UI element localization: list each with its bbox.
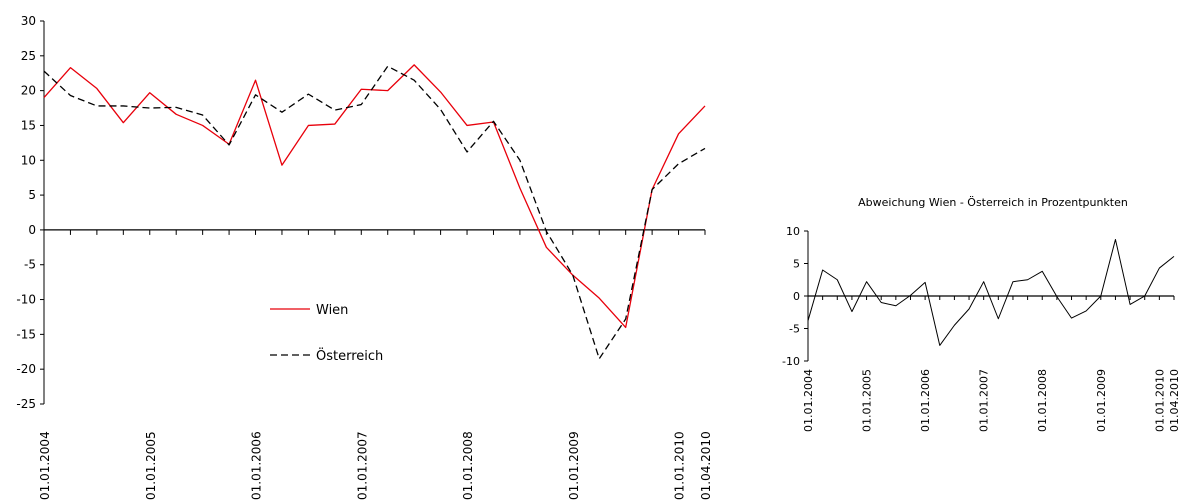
- x-tick-label: 01.01.2004: [802, 369, 815, 432]
- x-tick-label: 01.01.2008: [461, 431, 475, 500]
- x-tick-label: 01.01.2004: [38, 431, 52, 500]
- y-tick-label: 0: [28, 223, 36, 237]
- x-tick-label: 01.01.2005: [861, 369, 874, 432]
- main-line-chart: -25 -20 -15 -10 -5 0 5 10 15 20 25 30 01.01.2004 01.0…: [16, 14, 713, 500]
- x-tick-label: 01.01.2010: [673, 431, 687, 500]
- x-tick-label: 01.04.2010: [699, 431, 713, 500]
- y-tick-label: 30: [21, 14, 36, 28]
- deviation-chart-title: Abweichung Wien - Österreich in Prozentp…: [858, 196, 1128, 209]
- y-tick-label: 15: [21, 118, 36, 132]
- legend-label-1: Österreich: [316, 347, 383, 364]
- series-line-0: [43, 64, 706, 329]
- y-tick-label: 10: [786, 225, 800, 238]
- x-tick-label: 01.01.2007: [355, 431, 369, 500]
- y-tick-label: -5: [789, 323, 800, 336]
- x-tick-label: 01.01.2009: [1095, 369, 1108, 432]
- y-tick-label: 5: [28, 188, 36, 202]
- x-tick-label: 01.04.2010: [1168, 369, 1181, 432]
- y-tick-label: 0: [793, 290, 800, 303]
- y-tick-label: -10: [16, 293, 36, 307]
- x-tick-label: 01.01.2005: [144, 431, 158, 500]
- y-tick-label: 5: [793, 258, 800, 271]
- x-tick-label: 01.01.2008: [1036, 369, 1049, 432]
- y-tick-label: -15: [16, 327, 36, 341]
- x-tick-label: 01.01.2009: [567, 431, 581, 500]
- x-tick-label: 01.01.2006: [919, 369, 932, 432]
- series-line-0: [807, 238, 1175, 346]
- x-tick-label: 01.01.2007: [978, 369, 991, 432]
- y-tick-label: -20: [16, 362, 36, 376]
- x-tick-label: 01.01.2010: [1153, 369, 1166, 432]
- y-tick-label: 25: [21, 49, 36, 63]
- y-tick-label: 20: [21, 84, 36, 98]
- y-tick-label: -5: [24, 258, 36, 272]
- series-line-1: [43, 65, 706, 360]
- y-tick-label: 10: [21, 153, 36, 167]
- y-tick-label: -25: [16, 397, 36, 411]
- deviation-line-chart: Abweichung Wien - Österreich in Prozentp…: [782, 196, 1181, 432]
- x-tick-label: 01.01.2006: [250, 431, 264, 500]
- legend-label-0: Wien: [316, 303, 348, 318]
- y-tick-label: -10: [782, 355, 800, 368]
